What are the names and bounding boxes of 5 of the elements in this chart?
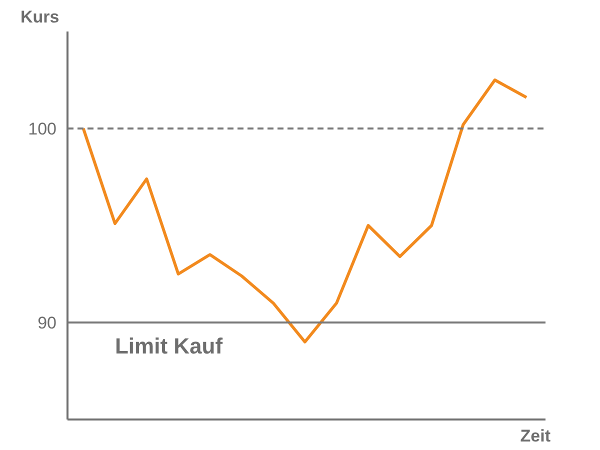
- y-tick-label: 90: [38, 314, 57, 332]
- ref-line-label: Limit Kauf: [114, 334, 224, 358]
- y-axis-title: Kurs: [20, 8, 60, 26]
- y-tick-label: 100: [28, 120, 57, 138]
- x-axis-title: Zeit: [520, 426, 551, 446]
